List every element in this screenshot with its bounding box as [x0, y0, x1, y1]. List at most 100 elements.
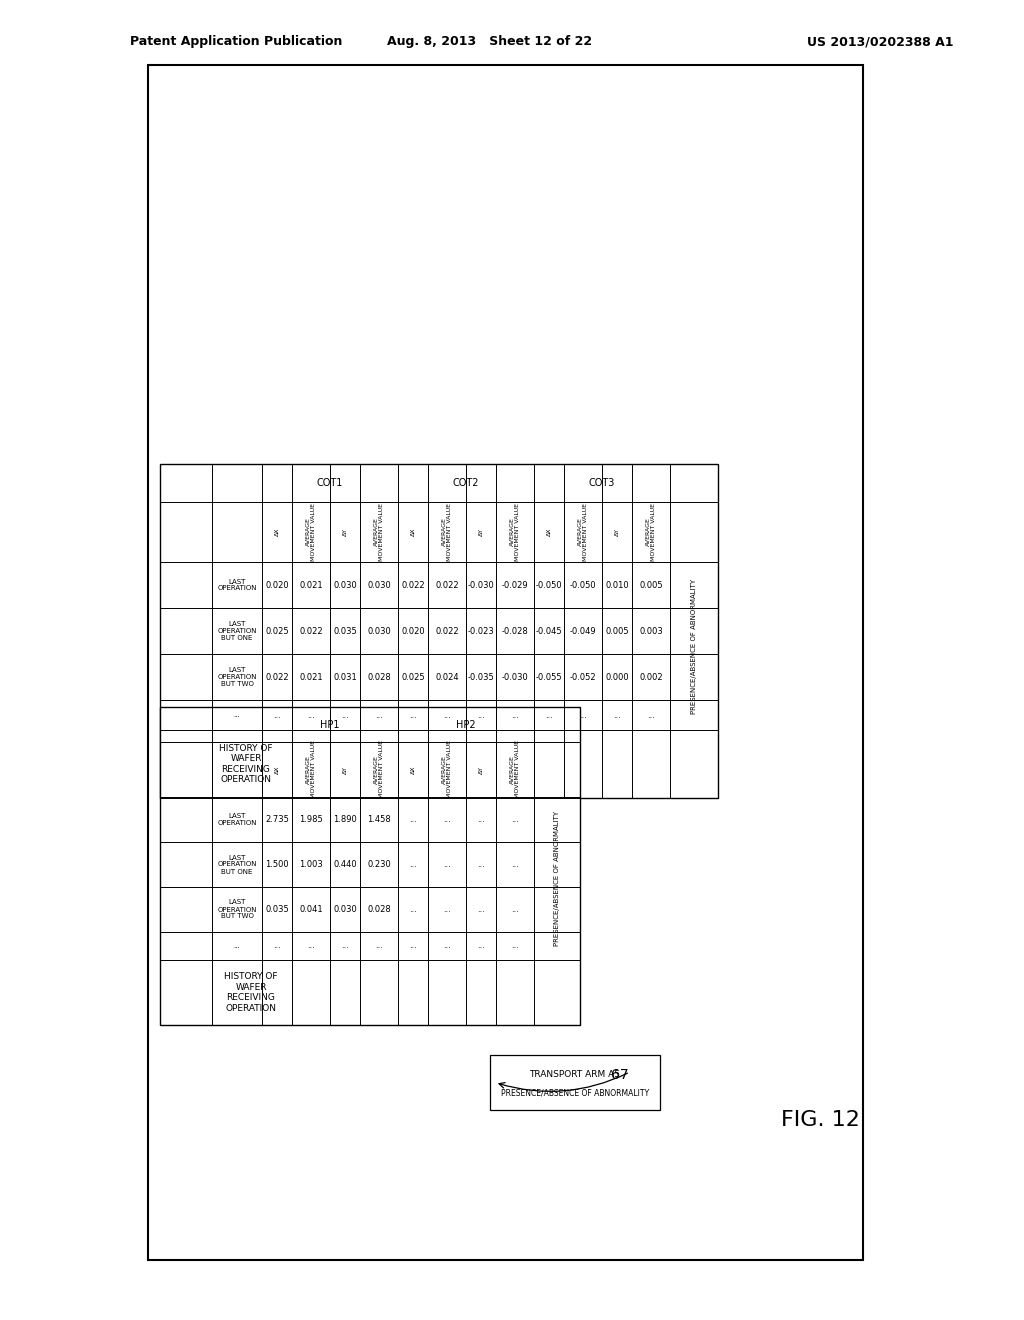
Text: -0.030: -0.030: [468, 581, 495, 590]
Text: AVERAGE
MOVEMENT VALUE: AVERAGE MOVEMENT VALUE: [510, 741, 520, 799]
Text: 0.022: 0.022: [435, 581, 459, 590]
Text: 0.030: 0.030: [368, 581, 391, 590]
Text: LAST
OPERATION
BUT TWO: LAST OPERATION BUT TWO: [217, 899, 257, 920]
Text: US 2013/0202388 A1: US 2013/0202388 A1: [807, 36, 953, 49]
Text: ...: ...: [409, 710, 417, 719]
Text: 0.035: 0.035: [333, 627, 357, 635]
Text: ...: ...: [511, 861, 519, 869]
Text: 0.028: 0.028: [368, 672, 391, 681]
Text: PRESENCE/ABSENCE OF ABNORMALITY: PRESENCE/ABSENCE OF ABNORMALITY: [501, 1089, 649, 1098]
Text: 0.028: 0.028: [368, 906, 391, 913]
Text: ...: ...: [307, 710, 315, 719]
Text: -0.028: -0.028: [502, 627, 528, 635]
Text: 0.031: 0.031: [333, 672, 357, 681]
Text: 0.025: 0.025: [401, 672, 425, 681]
Bar: [160, 465, 718, 799]
Text: AVERAGE
MOVEMENT VALUE: AVERAGE MOVEMENT VALUE: [374, 503, 384, 561]
Text: 0.021: 0.021: [299, 672, 323, 681]
Bar: [148, 65, 863, 1261]
Text: ...: ...: [613, 710, 621, 719]
Text: TRANSPORT ARM A5: TRANSPORT ARM A5: [529, 1069, 621, 1078]
Text: -0.045: -0.045: [536, 627, 562, 635]
Text: HP2: HP2: [456, 719, 476, 730]
Text: ...: ...: [477, 906, 485, 913]
Text: ...: ...: [511, 941, 519, 950]
Text: ...: ...: [443, 710, 451, 719]
Text: -0.030: -0.030: [502, 672, 528, 681]
Text: 0.025: 0.025: [265, 627, 289, 635]
Text: ...: ...: [307, 941, 315, 950]
Text: COT2: COT2: [453, 478, 479, 488]
Text: 1.003: 1.003: [299, 861, 323, 869]
Text: ...: ...: [375, 941, 383, 950]
Text: ...: ...: [443, 814, 451, 824]
Text: -0.055: -0.055: [536, 672, 562, 681]
Text: 0.022: 0.022: [265, 672, 289, 681]
Text: ΔX: ΔX: [274, 528, 280, 536]
Text: ...: ...: [511, 906, 519, 913]
Text: 0.440: 0.440: [333, 861, 356, 869]
Text: ΔX: ΔX: [547, 528, 552, 536]
Text: ...: ...: [375, 710, 383, 719]
Text: ΔX: ΔX: [274, 766, 280, 774]
Text: ...: ...: [511, 710, 519, 719]
Text: 2.735: 2.735: [265, 814, 289, 824]
Text: ...: ...: [545, 710, 553, 719]
Text: LAST
OPERATION
BUT TWO: LAST OPERATION BUT TWO: [217, 667, 257, 686]
Text: Patent Application Publication: Patent Application Publication: [130, 36, 342, 49]
Text: ...: ...: [477, 814, 485, 824]
Text: LAST
OPERATION
BUT ONE: LAST OPERATION BUT ONE: [217, 620, 257, 642]
Text: ...: ...: [341, 941, 349, 950]
Text: 0.020: 0.020: [265, 581, 289, 590]
Text: 0.002: 0.002: [639, 672, 663, 681]
Text: 0.030: 0.030: [368, 627, 391, 635]
Text: 0.022: 0.022: [299, 627, 323, 635]
Text: 1.890: 1.890: [333, 814, 357, 824]
Text: 0.030: 0.030: [333, 581, 357, 590]
Text: LAST
OPERATION: LAST OPERATION: [217, 813, 257, 826]
Text: ...: ...: [233, 942, 241, 949]
Text: -0.023: -0.023: [468, 627, 495, 635]
Text: COT1: COT1: [316, 478, 343, 488]
Text: ΔX: ΔX: [411, 528, 416, 536]
Text: -0.029: -0.029: [502, 581, 528, 590]
Text: LAST
OPERATION
BUT ONE: LAST OPERATION BUT ONE: [217, 854, 257, 874]
Text: 0.230: 0.230: [368, 861, 391, 869]
Text: AVERAGE
MOVEMENT VALUE: AVERAGE MOVEMENT VALUE: [305, 503, 316, 561]
Text: -0.050: -0.050: [536, 581, 562, 590]
Text: 0.003: 0.003: [639, 627, 663, 635]
Text: FIG. 12: FIG. 12: [780, 1110, 859, 1130]
Text: ...: ...: [647, 710, 655, 719]
Text: ΔX: ΔX: [411, 766, 416, 774]
Text: HP1: HP1: [321, 719, 340, 730]
Text: 1.500: 1.500: [265, 861, 289, 869]
Text: ...: ...: [443, 941, 451, 950]
Text: ...: ...: [477, 941, 485, 950]
Text: 0.030: 0.030: [333, 906, 357, 913]
Text: AVERAGE
MOVEMENT VALUE: AVERAGE MOVEMENT VALUE: [645, 503, 656, 561]
Text: ...: ...: [409, 941, 417, 950]
Text: 0.041: 0.041: [299, 906, 323, 913]
Text: 0.005: 0.005: [639, 581, 663, 590]
Text: ΔY: ΔY: [478, 766, 483, 774]
Text: -0.052: -0.052: [569, 672, 596, 681]
Text: AVERAGE
MOVEMENT VALUE: AVERAGE MOVEMENT VALUE: [305, 741, 316, 799]
Text: 0.035: 0.035: [265, 906, 289, 913]
Text: AVERAGE
MOVEMENT VALUE: AVERAGE MOVEMENT VALUE: [441, 741, 453, 799]
Text: PRESENCE/ABSENCE OF ABNORMALITY: PRESENCE/ABSENCE OF ABNORMALITY: [691, 578, 697, 714]
Text: 0.000: 0.000: [605, 672, 629, 681]
Bar: [160, 708, 580, 1026]
Text: COT3: COT3: [589, 478, 615, 488]
Text: ...: ...: [273, 941, 281, 950]
Text: ...: ...: [409, 861, 417, 869]
Text: 0.010: 0.010: [605, 581, 629, 590]
Text: ...: ...: [341, 710, 349, 719]
Text: ...: ...: [477, 710, 485, 719]
Text: AVERAGE
MOVEMENT VALUE: AVERAGE MOVEMENT VALUE: [578, 503, 589, 561]
Text: HISTORY OF
WAFER
RECEIVING
OPERATION: HISTORY OF WAFER RECEIVING OPERATION: [224, 973, 278, 1012]
Text: 0.024: 0.024: [435, 672, 459, 681]
Text: 1.458: 1.458: [368, 814, 391, 824]
Text: ...: ...: [511, 814, 519, 824]
Text: ...: ...: [443, 906, 451, 913]
Text: -0.035: -0.035: [468, 672, 495, 681]
